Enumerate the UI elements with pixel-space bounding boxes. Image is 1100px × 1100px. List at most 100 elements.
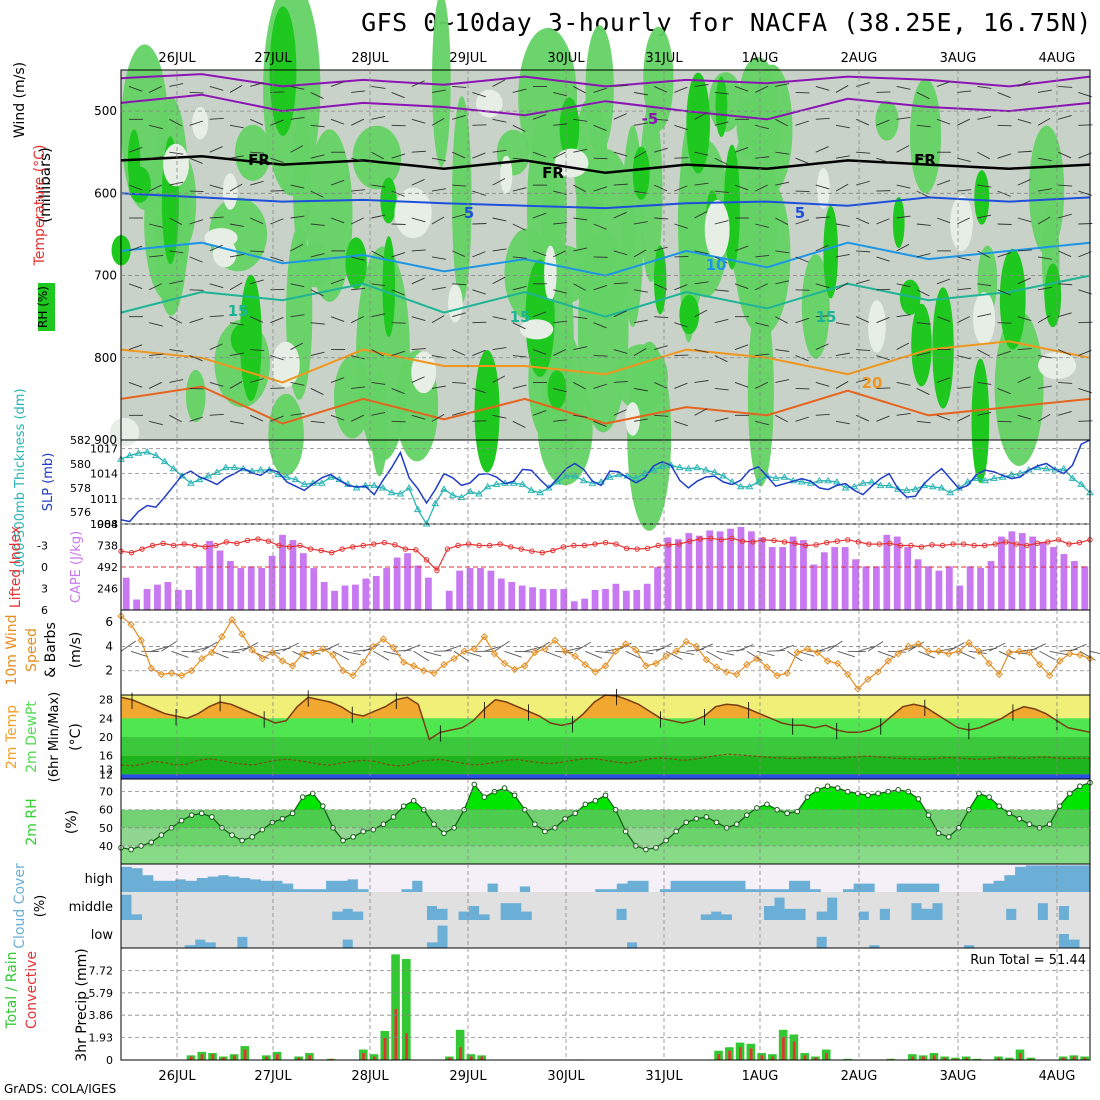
wind-barb (977, 250, 990, 258)
wind-barb (613, 250, 628, 256)
wind-barb (876, 317, 890, 324)
wind-barb (512, 124, 526, 132)
wind-barb (330, 316, 345, 322)
rh-blob-dark (823, 205, 839, 299)
thickness-marker (440, 485, 448, 492)
thickness-marker (911, 485, 920, 492)
date-label-top: 28JUL (351, 51, 389, 66)
rh2m-marker (400, 803, 407, 809)
thickness-marker (972, 474, 981, 481)
wind-speed-marker (460, 647, 468, 655)
li-marker (613, 541, 619, 547)
wind-barb (795, 157, 809, 164)
wind-barb (310, 154, 325, 159)
surface-wind-barb (776, 644, 795, 652)
rh2m-marker (239, 837, 245, 844)
cloud-cell-low (774, 920, 786, 948)
rh-blob-dark (999, 248, 1026, 350)
thickness-marker (771, 474, 780, 481)
rh2m-marker (582, 801, 589, 808)
wind-speed-marker (813, 648, 822, 657)
wind-barb (209, 283, 224, 289)
cape-bar (341, 585, 349, 610)
wind-barb (371, 115, 386, 120)
cloud-cell-low (447, 920, 459, 948)
wind-barb (815, 343, 829, 350)
cloud-cell-low (647, 920, 659, 948)
rh2m-marker (370, 826, 377, 833)
cloud-cell-middle (542, 892, 554, 920)
cloud-cell-middle (995, 892, 1007, 920)
cloud-cell-middle (984, 892, 996, 920)
wind-barb (250, 217, 264, 225)
thickness-marker (466, 487, 475, 495)
rh-blob-dry (704, 200, 730, 260)
wind-barb (431, 216, 445, 225)
precip-convective-bar (308, 1055, 312, 1060)
wind-barb (452, 411, 466, 416)
wind-barb (573, 184, 586, 193)
wind-speed-marker (702, 656, 711, 664)
cloud-cell-low (1016, 920, 1028, 948)
rh2m-marker (309, 790, 316, 797)
cloud-cell-middle (142, 892, 154, 920)
rh2m-marker (703, 814, 710, 820)
cloud-cell-high (153, 864, 165, 881)
wind-barb (896, 382, 911, 386)
wind-barb (128, 245, 143, 252)
cape-bar (904, 547, 912, 610)
wind-speed-marker (611, 647, 620, 655)
thickness-marker (710, 468, 719, 475)
cloud-cell-low (668, 920, 680, 948)
li-marker (392, 542, 398, 548)
cape-bar (883, 534, 891, 610)
rh2m-marker (824, 783, 831, 790)
wind-barb (957, 316, 970, 324)
li-marker (655, 542, 661, 549)
cloud-cell-low (858, 920, 870, 948)
rh-blob-dark (892, 196, 905, 248)
wind-barb (553, 123, 568, 126)
cloud-cell-low (352, 920, 364, 948)
cloud-cell-low (1079, 920, 1091, 948)
wind-axis-label: Wind (m/s) (12, 62, 28, 138)
surface-wind-barb (514, 650, 533, 653)
wind-barb (452, 184, 467, 187)
isotherm-20 (120, 340, 1091, 384)
wind-barb (957, 256, 971, 261)
wind-barb (633, 221, 648, 225)
cloud-cell-high (885, 864, 897, 892)
cape-bar (320, 582, 328, 610)
thickness-marker (754, 478, 763, 485)
wind-barb (553, 289, 567, 294)
rh2m-marker (441, 830, 447, 837)
wind-barb (1058, 312, 1072, 318)
li-marker (676, 541, 682, 547)
surface-wind-barb (353, 648, 372, 652)
wind-barb (876, 218, 890, 225)
wind-speed-marker (399, 658, 408, 666)
cape-bar (185, 589, 193, 610)
wind-speed-marker (359, 658, 367, 666)
li-marker (760, 537, 767, 543)
wind10m-label-2: Speed (24, 628, 40, 672)
wind-barb (1058, 184, 1073, 187)
wind-barb (856, 180, 870, 186)
wind-barb (431, 157, 446, 162)
thickness-marker (544, 484, 553, 491)
rh-blob-dark (559, 97, 580, 159)
cloud-cell-middle (774, 892, 786, 898)
li-marker (350, 544, 356, 550)
rh2m-marker (602, 792, 609, 799)
wind-barb (1078, 251, 1092, 258)
rh2m-marker (733, 821, 740, 828)
cape-bar (424, 577, 432, 610)
wind-barb (1037, 315, 1051, 324)
panel-frame-slp (120, 439, 1091, 525)
wind-barb (149, 124, 163, 130)
thickness-marker (1077, 480, 1086, 487)
slp-tick: 1008 (90, 518, 118, 531)
cloud-cell-middle (1068, 892, 1080, 920)
wind-barb (351, 157, 365, 163)
wind-speed-tick: 6 (105, 615, 113, 629)
